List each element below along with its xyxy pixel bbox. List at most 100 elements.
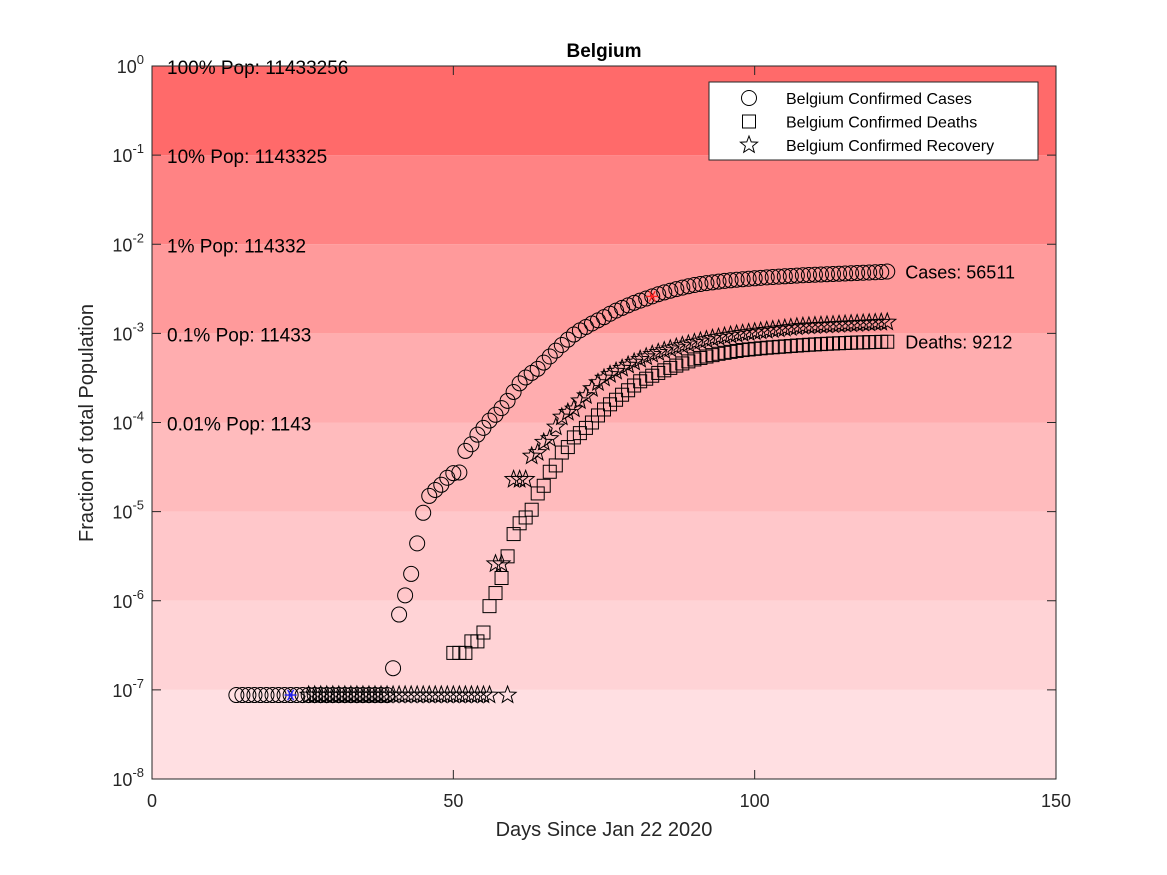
- population-label: 10% Pop: 1143325: [167, 147, 327, 168]
- cases-point: [481, 412, 498, 429]
- recovery-point: [606, 360, 626, 380]
- cases-point: [788, 267, 805, 284]
- cases-point: [559, 331, 576, 348]
- y-tick-label: 10-1: [112, 141, 144, 166]
- deaths-point: [488, 586, 503, 601]
- recovery-point: [720, 324, 741, 344]
- cases-point: [252, 687, 269, 704]
- cases-point: [668, 281, 685, 298]
- cases-point: [523, 364, 540, 381]
- y-tick-base: 10: [112, 770, 132, 790]
- cases-point: [403, 565, 420, 582]
- y-tick-exponent: -4: [132, 409, 144, 424]
- cases-point: [680, 278, 697, 295]
- cases-point: [282, 687, 299, 704]
- cases-point: [264, 687, 281, 704]
- legend-label: Belgium Confirmed Recovery: [786, 138, 994, 155]
- cases-point: [517, 369, 534, 386]
- legend-marker: [741, 90, 757, 106]
- cases-point: [415, 504, 432, 521]
- recovery-point: [811, 314, 831, 334]
- recovery-point: [521, 445, 542, 465]
- recovery-point: [642, 344, 663, 363]
- cases-point: [469, 426, 486, 443]
- cases-point: [855, 264, 872, 281]
- cases-point: [758, 269, 775, 286]
- cases-point: [409, 535, 426, 552]
- recovery-point: [491, 553, 512, 573]
- population-band: [152, 422, 1056, 512]
- cases-point: [547, 342, 564, 359]
- chart-title: Belgium: [567, 41, 642, 62]
- y-tick-base: 10: [112, 681, 132, 701]
- y-tick-label: 10-2: [112, 230, 144, 255]
- cases-point: [764, 269, 781, 286]
- recovery-point: [533, 431, 554, 451]
- population-band: [152, 600, 1056, 690]
- recovery-point: [732, 322, 753, 342]
- cases-point: [457, 442, 474, 459]
- cases-point: [541, 348, 558, 365]
- population-label: 100% Pop: 11433256: [167, 58, 348, 79]
- cases-point: [867, 264, 884, 281]
- y-tick-base: 10: [112, 324, 132, 344]
- cases-point: [487, 406, 504, 423]
- cases-point: [656, 284, 673, 301]
- cases-point: [770, 268, 787, 285]
- recovery-point: [539, 428, 560, 448]
- recovery-point: [569, 390, 590, 410]
- legend-marker: [742, 114, 756, 129]
- cases-point: [421, 487, 438, 504]
- recovery-point: [515, 468, 536, 488]
- recovery-point: [823, 314, 843, 334]
- recovery-point: [600, 364, 620, 383]
- deaths-point: [536, 478, 551, 493]
- recovery-point: [805, 315, 825, 335]
- cases-point: [782, 267, 799, 284]
- recovery-point: [829, 314, 849, 333]
- cases-point: [463, 436, 480, 453]
- recovery-point: [786, 316, 807, 336]
- asterisk-stroke: [287, 689, 295, 701]
- cases-point: [439, 469, 456, 486]
- population-label: 0.1% Pop: 11433: [167, 325, 311, 346]
- cases-point: [728, 271, 745, 288]
- recovery-point: [865, 312, 886, 332]
- recovery-point: [485, 553, 506, 573]
- cases-point: [843, 265, 860, 282]
- recovery-point: [835, 313, 855, 333]
- cases-point: [234, 687, 251, 704]
- y-tick-label: 10-7: [112, 676, 144, 701]
- cases-point: [704, 274, 721, 291]
- recovery-point: [654, 340, 675, 360]
- y-tick-label: 10-3: [112, 319, 144, 344]
- cases-point: [427, 481, 444, 498]
- cases-point: [529, 360, 546, 377]
- population-label: 0.01% Pop: 1143: [167, 415, 311, 436]
- recovery-point: [612, 357, 632, 377]
- population-band: [152, 511, 1056, 601]
- recovery-point: [859, 312, 880, 332]
- y-tick-label: 10-6: [112, 587, 144, 612]
- cases-point: [752, 269, 769, 286]
- recovery-point: [841, 313, 861, 333]
- cases-point: [445, 465, 462, 482]
- recovery-point: [479, 684, 500, 704]
- recovery-point: [877, 311, 898, 331]
- cases-point: [662, 282, 679, 299]
- cases-point: [258, 687, 275, 704]
- y-tick-exponent: -3: [132, 319, 144, 334]
- deaths-point: [494, 570, 509, 585]
- recovery-point: [780, 317, 801, 337]
- x-axis-label: Days Since Jan 22 2020: [496, 819, 713, 841]
- cases-point: [818, 266, 835, 283]
- deaths-point: [880, 334, 895, 349]
- cases-point: [849, 264, 866, 281]
- cases-point: [710, 273, 727, 290]
- cases-point: [879, 263, 896, 280]
- population-band: [152, 155, 1056, 245]
- legend: Belgium Confirmed Cases Belgium Confirmed…: [708, 81, 1039, 161]
- y-tick-exponent: 0: [137, 52, 144, 67]
- recovery-point: [744, 321, 765, 341]
